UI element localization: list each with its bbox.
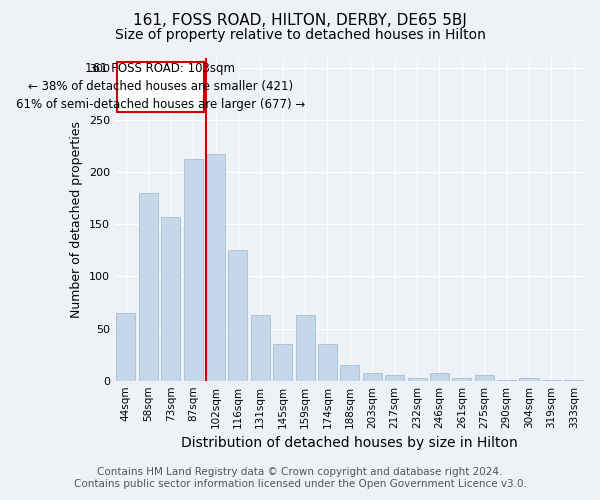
Bar bbox=[161, 217, 180, 380]
X-axis label: Distribution of detached houses by size in Hilton: Distribution of detached houses by size … bbox=[181, 436, 518, 450]
Bar bbox=[184, 158, 203, 380]
Bar bbox=[139, 193, 158, 380]
Bar bbox=[296, 315, 314, 380]
FancyBboxPatch shape bbox=[116, 62, 204, 112]
Y-axis label: Number of detached properties: Number of detached properties bbox=[70, 120, 83, 318]
Text: Size of property relative to detached houses in Hilton: Size of property relative to detached ho… bbox=[115, 28, 485, 42]
Bar bbox=[430, 374, 449, 380]
Bar bbox=[385, 376, 404, 380]
Bar bbox=[340, 365, 359, 380]
Bar bbox=[273, 344, 292, 381]
Text: Contains HM Land Registry data © Crown copyright and database right 2024.
Contai: Contains HM Land Registry data © Crown c… bbox=[74, 468, 526, 489]
Text: 161 FOSS ROAD: 103sqm
← 38% of detached houses are smaller (421)
61% of semi-det: 161 FOSS ROAD: 103sqm ← 38% of detached … bbox=[16, 62, 305, 111]
Bar bbox=[407, 378, 427, 380]
Bar bbox=[475, 376, 494, 380]
Bar bbox=[116, 313, 136, 380]
Bar bbox=[452, 378, 472, 380]
Bar bbox=[318, 344, 337, 381]
Bar bbox=[363, 374, 382, 380]
Bar bbox=[229, 250, 247, 380]
Bar bbox=[520, 378, 539, 380]
Bar bbox=[206, 154, 225, 380]
Bar bbox=[251, 315, 270, 380]
Text: 161, FOSS ROAD, HILTON, DERBY, DE65 5BJ: 161, FOSS ROAD, HILTON, DERBY, DE65 5BJ bbox=[133, 12, 467, 28]
